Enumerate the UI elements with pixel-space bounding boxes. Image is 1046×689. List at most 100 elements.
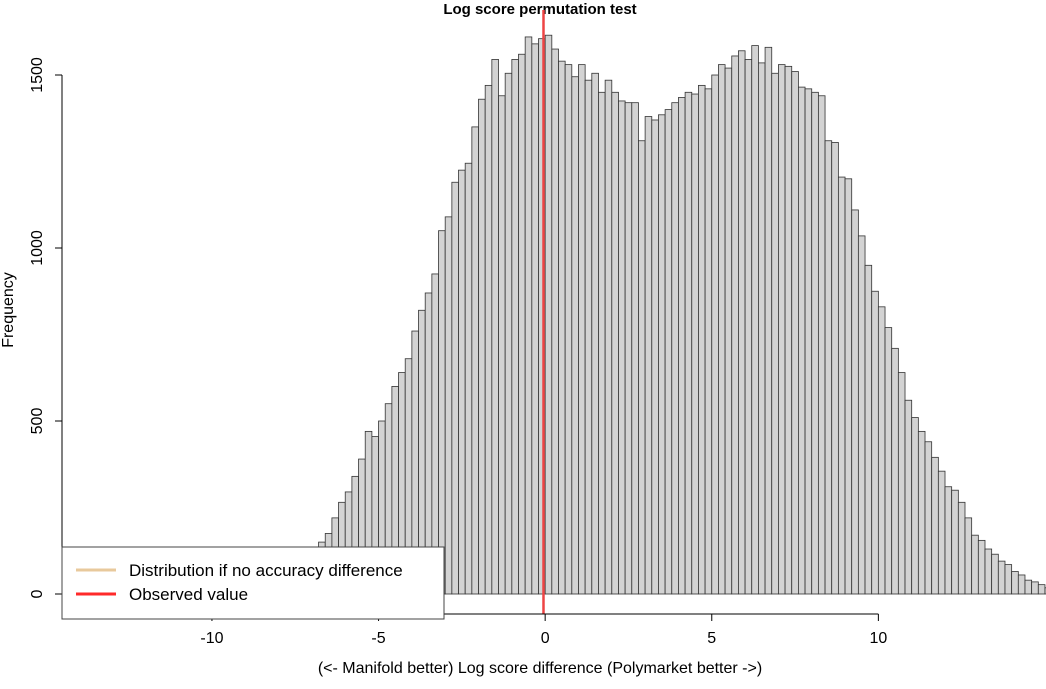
histogram-bar: [1031, 581, 1039, 595]
bars-group: [231, 34, 1046, 595]
histogram-bar: [618, 100, 626, 595]
histogram-bar: [458, 169, 466, 595]
histogram-bar: [731, 55, 739, 595]
histogram-bar: [824, 140, 833, 595]
histogram-bar: [551, 48, 559, 595]
histogram-bar: [444, 216, 453, 595]
histogram-bar: [831, 142, 839, 595]
histogram-bar: [698, 84, 706, 595]
legend-box: [61, 546, 445, 620]
histogram-bar: [791, 71, 799, 595]
legend-label-observed: Observed value: [129, 585, 248, 604]
legend: Distribution if no accuracy difference O…: [61, 546, 445, 620]
y-axis: 0 500 1000 1500: [29, 57, 63, 598]
histogram-bar: [844, 178, 853, 595]
histogram-bar: [451, 181, 459, 595]
y-tick-label: 1000: [29, 230, 46, 266]
histogram-bar: [944, 486, 953, 595]
histogram-bar: [584, 79, 593, 595]
x-tick-label: 0: [541, 630, 550, 647]
histogram-bar: [711, 74, 719, 595]
histogram-bar: [531, 43, 539, 595]
histogram-bar: [564, 64, 573, 595]
histogram-bar: [624, 102, 633, 595]
histogram-bar: [977, 539, 986, 595]
x-tick-label: -5: [371, 630, 385, 647]
histogram-bar: [784, 65, 793, 595]
histogram-bar: [671, 102, 679, 595]
histogram-bar: [664, 109, 673, 595]
histogram-bar: [857, 235, 866, 595]
histogram-bar: [964, 517, 973, 595]
histogram-bar: [837, 176, 846, 595]
histogram-bar: [817, 95, 826, 595]
histogram-bar: [937, 470, 946, 595]
histogram-bar: [558, 60, 566, 595]
histogram-bar: [778, 64, 786, 595]
x-tick-label: 10: [869, 630, 887, 647]
histogram-bar: [957, 501, 966, 595]
histogram-bar: [691, 93, 699, 595]
histogram-bar: [984, 548, 993, 595]
histogram-bar: [751, 45, 759, 595]
histogram-bar: [464, 162, 473, 595]
histogram-bar: [471, 126, 479, 595]
histogram-bar: [744, 59, 753, 595]
histogram-bar: [877, 306, 886, 595]
histogram-bar: [911, 417, 919, 595]
x-tick-label: -10: [200, 630, 223, 647]
histogram-bar: [997, 560, 1006, 595]
histogram-bar: [544, 34, 553, 595]
histogram-bar: [1004, 564, 1013, 595]
histogram-bar: [611, 91, 619, 595]
histogram-bar: [518, 53, 526, 595]
histogram-bar: [798, 86, 806, 595]
histogram-bar: [811, 91, 819, 595]
histogram-bar: [951, 489, 959, 595]
y-tick-label: 0: [29, 589, 46, 598]
histogram-bar: [864, 264, 873, 595]
histogram-bar: [1037, 584, 1046, 595]
x-tick-label: 5: [707, 630, 716, 647]
histogram-bar: [504, 72, 513, 595]
histogram-bar: [904, 399, 913, 595]
x-axis-label: (<- Manifold better) Log score differenc…: [318, 660, 762, 677]
histogram-bar: [498, 95, 506, 595]
histogram-bar: [991, 553, 999, 595]
histogram-bar: [578, 64, 586, 595]
histogram-bar: [764, 46, 773, 595]
histogram-bar: [971, 534, 979, 595]
histogram-bar: [758, 62, 766, 595]
histogram-bar: [571, 76, 579, 595]
histogram-bar: [738, 50, 746, 595]
histogram-bar: [678, 97, 686, 595]
histogram-bar: [511, 59, 519, 595]
histogram-bar: [931, 456, 939, 595]
histogram-bar: [651, 119, 659, 595]
y-axis-label: Frequency: [0, 272, 17, 348]
histogram-bar: [871, 290, 879, 595]
histogram-bar: [631, 102, 639, 595]
histogram-bar: [851, 209, 859, 595]
histogram-bar: [491, 59, 499, 595]
histogram-bar: [524, 36, 533, 595]
histogram-bar: [704, 88, 713, 595]
histogram-bar: [1017, 574, 1026, 595]
histogram-bar: [891, 347, 899, 595]
histogram-bar: [638, 140, 646, 595]
histogram-bar: [658, 114, 666, 595]
y-tick-label: 500: [29, 408, 46, 435]
histogram-bar: [591, 72, 599, 595]
histogram-bar: [684, 91, 693, 595]
histogram-bar: [438, 230, 446, 595]
histogram-bar: [484, 84, 493, 595]
histogram-bar: [431, 273, 439, 595]
legend-label-distribution: Distribution if no accuracy difference: [129, 561, 403, 580]
histogram-bar: [1024, 579, 1033, 595]
histogram-bar: [884, 327, 893, 595]
histogram-bar: [604, 79, 613, 595]
histogram-bar: [598, 91, 606, 595]
y-tick-label: 1500: [29, 57, 46, 93]
histogram-bar: [644, 116, 653, 595]
